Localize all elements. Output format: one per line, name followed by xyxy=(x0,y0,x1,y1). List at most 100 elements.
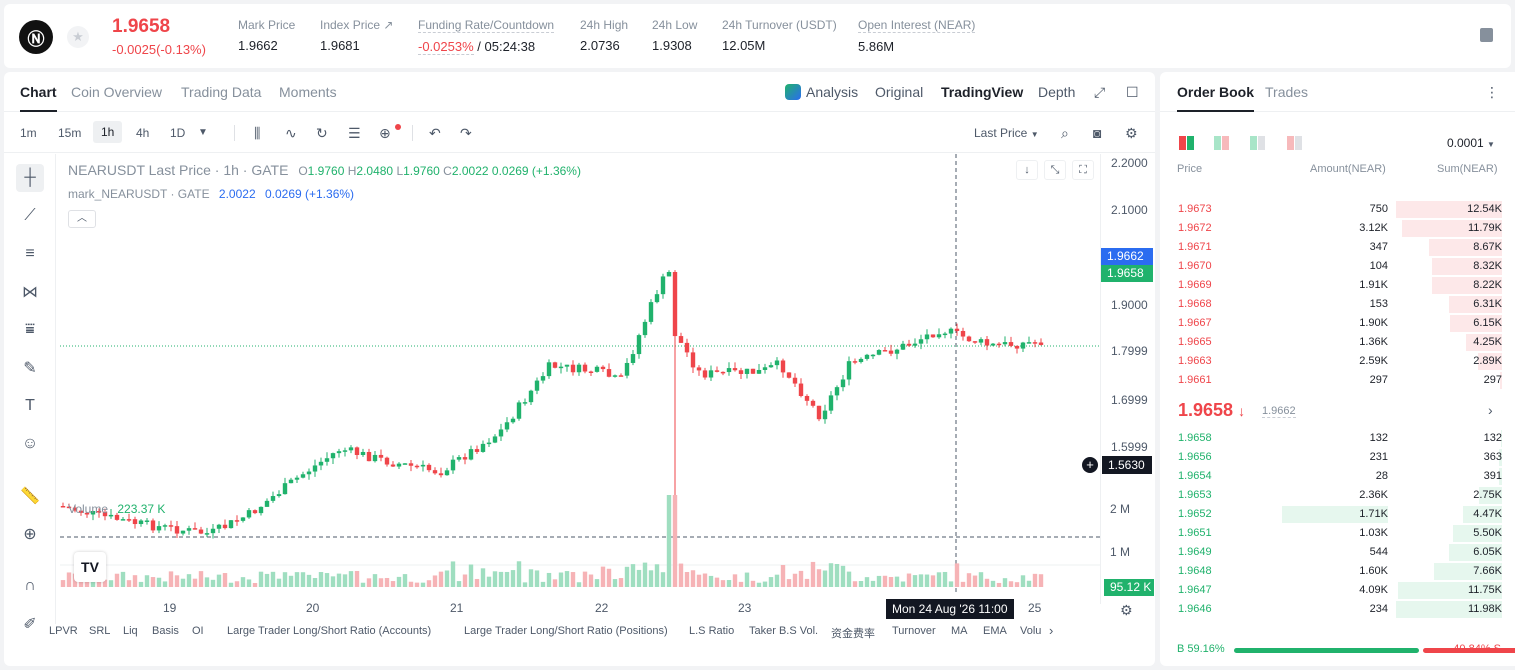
indicator-ls-ratio[interactable]: L.S Ratio xyxy=(689,625,735,637)
bid-row[interactable]: 1.9652 1.71K 4.47K xyxy=(1160,505,1502,524)
view-original[interactable]: Original xyxy=(875,84,924,100)
bid-row[interactable]: 1.9646 234 11.98K xyxy=(1160,600,1502,619)
zoom-in-tool-icon[interactable]: ⊕ xyxy=(23,526,37,543)
undo-icon[interactable]: ↶ xyxy=(429,125,441,141)
indicator-funding-rate[interactable]: 资金费率 xyxy=(831,628,875,640)
trendline-tool-icon[interactable]: ⟋ xyxy=(24,207,36,224)
magnet-tool-icon[interactable]: ∩ xyxy=(24,577,36,594)
bid-row[interactable]: 1.9656 231 363 xyxy=(1160,448,1502,467)
shrink-icon[interactable]: ⤡ xyxy=(1044,160,1066,180)
camera-icon[interactable]: ◙ xyxy=(1093,125,1102,141)
analysis-icon[interactable] xyxy=(785,84,801,100)
search-icon[interactable]: ⌕ xyxy=(1061,125,1069,141)
tab-trades[interactable]: Trades xyxy=(1265,84,1309,100)
fib-tool-icon[interactable]: ⩸ xyxy=(25,321,35,338)
ask-row[interactable]: 1.9671 347 8.67K xyxy=(1160,238,1502,257)
indicator-ema[interactable]: EMA xyxy=(983,625,1007,637)
download-icon[interactable]: ↓ xyxy=(1016,160,1038,180)
ask-row[interactable]: 1.9673 750 12.54K xyxy=(1160,200,1502,219)
ask-row[interactable]: 1.9667 1.90K 6.15K xyxy=(1160,314,1502,333)
bid-row[interactable]: 1.9649 544 6.05K xyxy=(1160,543,1502,562)
timeframe-15m[interactable]: 15m xyxy=(58,126,82,140)
collapse-legend-button[interactable]: ︿ xyxy=(68,210,96,228)
indicator-volume[interactable]: Volu xyxy=(1020,625,1042,637)
window-icon[interactable]: ☐ xyxy=(1126,84,1139,100)
bid-row[interactable]: 1.9647 4.09K 11.75K xyxy=(1160,581,1502,600)
bid-row[interactable]: 1.9651 1.03K 5.50K xyxy=(1160,524,1502,543)
view-both-icon[interactable] xyxy=(1179,136,1195,150)
ask-row[interactable]: 1.9669 1.91K 8.22K xyxy=(1160,276,1502,295)
stat-index-price[interactable]: Index Price ↗ 1.9681 xyxy=(320,18,393,53)
candle-body xyxy=(894,349,900,354)
ruler-tool-icon[interactable]: 📏 xyxy=(20,488,40,505)
view-trades-icon[interactable] xyxy=(1287,136,1303,150)
view-asks-icon[interactable] xyxy=(1250,136,1266,150)
time-axis[interactable]: 19 20 21 22 23 25 xyxy=(60,596,1100,620)
pattern-tool-icon[interactable]: ⋈ xyxy=(22,284,38,301)
replay-icon[interactable]: ↻ xyxy=(316,125,328,141)
add-indicator-icon[interactable]: ⊕ xyxy=(379,125,391,141)
tab-order-book[interactable]: Order Book xyxy=(1177,84,1255,112)
mid-price[interactable]: 1.9658 ↓ xyxy=(1178,400,1245,421)
indicator-large-trader-accounts[interactable]: Large Trader Long/Short Ratio (Accounts) xyxy=(227,625,432,637)
ask-row[interactable]: 1.9672 3.12K 11.79K xyxy=(1160,219,1502,238)
view-analysis[interactable]: Analysis xyxy=(806,84,859,100)
indicator-taker-bs-vol[interactable]: Taker B.S Vol. xyxy=(749,625,819,637)
indicator-lpvr[interactable]: LPVR xyxy=(49,625,78,637)
view-depth[interactable]: Depth xyxy=(1038,84,1076,100)
gear-icon[interactable]: ⚙ xyxy=(1125,125,1138,141)
precision-select[interactable]: 0.0001 ▼ xyxy=(1447,136,1495,150)
view-tradingview[interactable]: TradingView xyxy=(941,84,1024,100)
tab-coin-overview[interactable]: Coin Overview xyxy=(71,84,163,100)
tradingview-logo-icon[interactable]: TV xyxy=(74,552,106,582)
chevron-right-icon[interactable]: › xyxy=(1488,402,1493,418)
indicator-ma[interactable]: MA xyxy=(951,625,968,637)
scroll-right-icon[interactable]: › xyxy=(1049,623,1054,638)
fullscreen-icon[interactable]: ⛶ xyxy=(1072,160,1094,180)
tab-chart[interactable]: Chart xyxy=(20,84,57,112)
horizontal-lines-tool-icon[interactable]: ≡ xyxy=(25,245,35,262)
emoji-tool-icon[interactable]: ☺ xyxy=(21,435,39,452)
crosshair-tool-icon[interactable]: ┼ xyxy=(16,164,44,192)
indicator-large-trader-positions[interactable]: Large Trader Long/Short Ratio (Positions… xyxy=(464,625,668,637)
indicator-srl[interactable]: SRL xyxy=(89,625,111,637)
stat-label: Open Interest (NEAR) xyxy=(858,18,976,33)
bid-row[interactable]: 1.9654 28 391 xyxy=(1160,467,1502,486)
favorite-star-icon[interactable]: ★ xyxy=(67,26,89,48)
timeframe-1h[interactable]: 1h xyxy=(93,121,123,143)
ask-row[interactable]: 1.9670 104 8.32K xyxy=(1160,257,1502,276)
price-scale[interactable]: 2.2000 2.1000 1.9662 1.9658 1.9000 1.799… xyxy=(1100,154,1155,604)
bid-row[interactable]: 1.9648 1.60K 7.66K xyxy=(1160,562,1502,581)
more-options-icon[interactable]: ⋮ xyxy=(1485,84,1499,100)
tab-trading-data[interactable]: Trading Data xyxy=(181,84,262,100)
candle-type-icon[interactable]: ⫼ xyxy=(254,125,261,141)
expand-icon[interactable]: ⤢ xyxy=(1094,84,1106,100)
view-bids-icon[interactable] xyxy=(1214,136,1230,150)
indicator-liq[interactable]: Liq xyxy=(123,625,138,637)
bid-row[interactable]: 1.9658 132 132 xyxy=(1160,429,1502,448)
tab-moments[interactable]: Moments xyxy=(279,84,337,100)
bid-row[interactable]: 1.9653 2.36K 2.75K xyxy=(1160,486,1502,505)
template-icon[interactable]: ☰ xyxy=(348,125,361,141)
ask-row[interactable]: 1.9661 297 297 xyxy=(1160,371,1502,390)
timeframe-1m[interactable]: 1m xyxy=(20,126,37,140)
ask-row[interactable]: 1.9663 2.59K 2.89K xyxy=(1160,352,1502,371)
add-alert-icon[interactable]: + xyxy=(1082,457,1098,473)
timeframe-4h[interactable]: 4h xyxy=(136,126,150,140)
text-tool-icon[interactable]: T xyxy=(25,397,35,414)
chart-settings-icon[interactable]: ⚙ xyxy=(1120,602,1133,618)
timeframe-1d[interactable]: 1D xyxy=(170,126,186,140)
ask-row[interactable]: 1.9665 1.36K 4.25K xyxy=(1160,333,1502,352)
indicator-turnover[interactable]: Turnover xyxy=(892,625,936,637)
pencil-tool-icon[interactable]: ✐ xyxy=(23,616,37,633)
timeframe-dropdown-icon[interactable]: ▼ xyxy=(198,127,208,138)
indicator-basis[interactable]: Basis xyxy=(152,625,179,637)
price-source-select[interactable]: Last Price ▼ xyxy=(974,125,1039,141)
redo-icon[interactable]: ↷ xyxy=(460,125,472,141)
book-icon[interactable] xyxy=(1480,28,1493,42)
brush-tool-icon[interactable]: ✎ xyxy=(23,360,37,377)
ask-row[interactable]: 1.9668 153 6.31K xyxy=(1160,295,1502,314)
candlestick-plot[interactable] xyxy=(60,154,1100,594)
indicator-oi[interactable]: OI xyxy=(192,625,204,637)
indicator-icon[interactable]: ∿ xyxy=(285,125,297,141)
